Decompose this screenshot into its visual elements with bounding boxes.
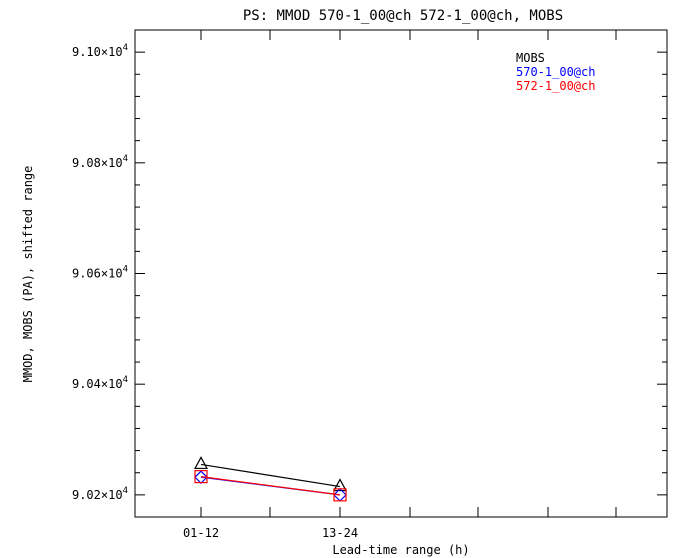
ticks-layer bbox=[135, 29, 667, 518]
legend-entry: 572-1_00@ch bbox=[516, 79, 595, 93]
y-tick-label: 9.04×104 bbox=[72, 375, 128, 391]
series-layer bbox=[193, 456, 348, 502]
series-line bbox=[200, 476, 341, 496]
x-tick-label: 01-12 bbox=[183, 526, 219, 540]
data-point-square bbox=[333, 488, 347, 502]
chart-title: PS: MMOD 570-1_00@ch 572-1_00@ch, MOBS bbox=[243, 8, 563, 24]
y-tick-label: 9.08×104 bbox=[72, 154, 128, 170]
legend-entry: 570-1_00@ch bbox=[516, 65, 595, 79]
y-axis-title: MMOD, MOBS (PA), shifted range bbox=[21, 166, 35, 383]
y-tick-label: 9.02×104 bbox=[72, 486, 128, 502]
y-tick-label: 9.10×104 bbox=[72, 43, 128, 59]
y-tick-labels: 9.02×104 9.04×104 9.06×104 9.08×104 9.10×104 bbox=[72, 43, 128, 502]
x-tick-label: 13-24 bbox=[322, 526, 358, 540]
data-point-square bbox=[194, 470, 208, 484]
x-axis-title: Lead-time range (h) bbox=[332, 543, 469, 557]
series-line bbox=[200, 463, 341, 488]
plot-frame bbox=[134, 29, 668, 518]
legend-entry: MOBS bbox=[516, 51, 545, 65]
data-point-triangle bbox=[193, 456, 209, 470]
data-point-triangle bbox=[332, 478, 348, 492]
x-tick-labels: 01-12 13-24 bbox=[183, 526, 358, 540]
y-tick-label: 9.06×104 bbox=[72, 265, 128, 281]
